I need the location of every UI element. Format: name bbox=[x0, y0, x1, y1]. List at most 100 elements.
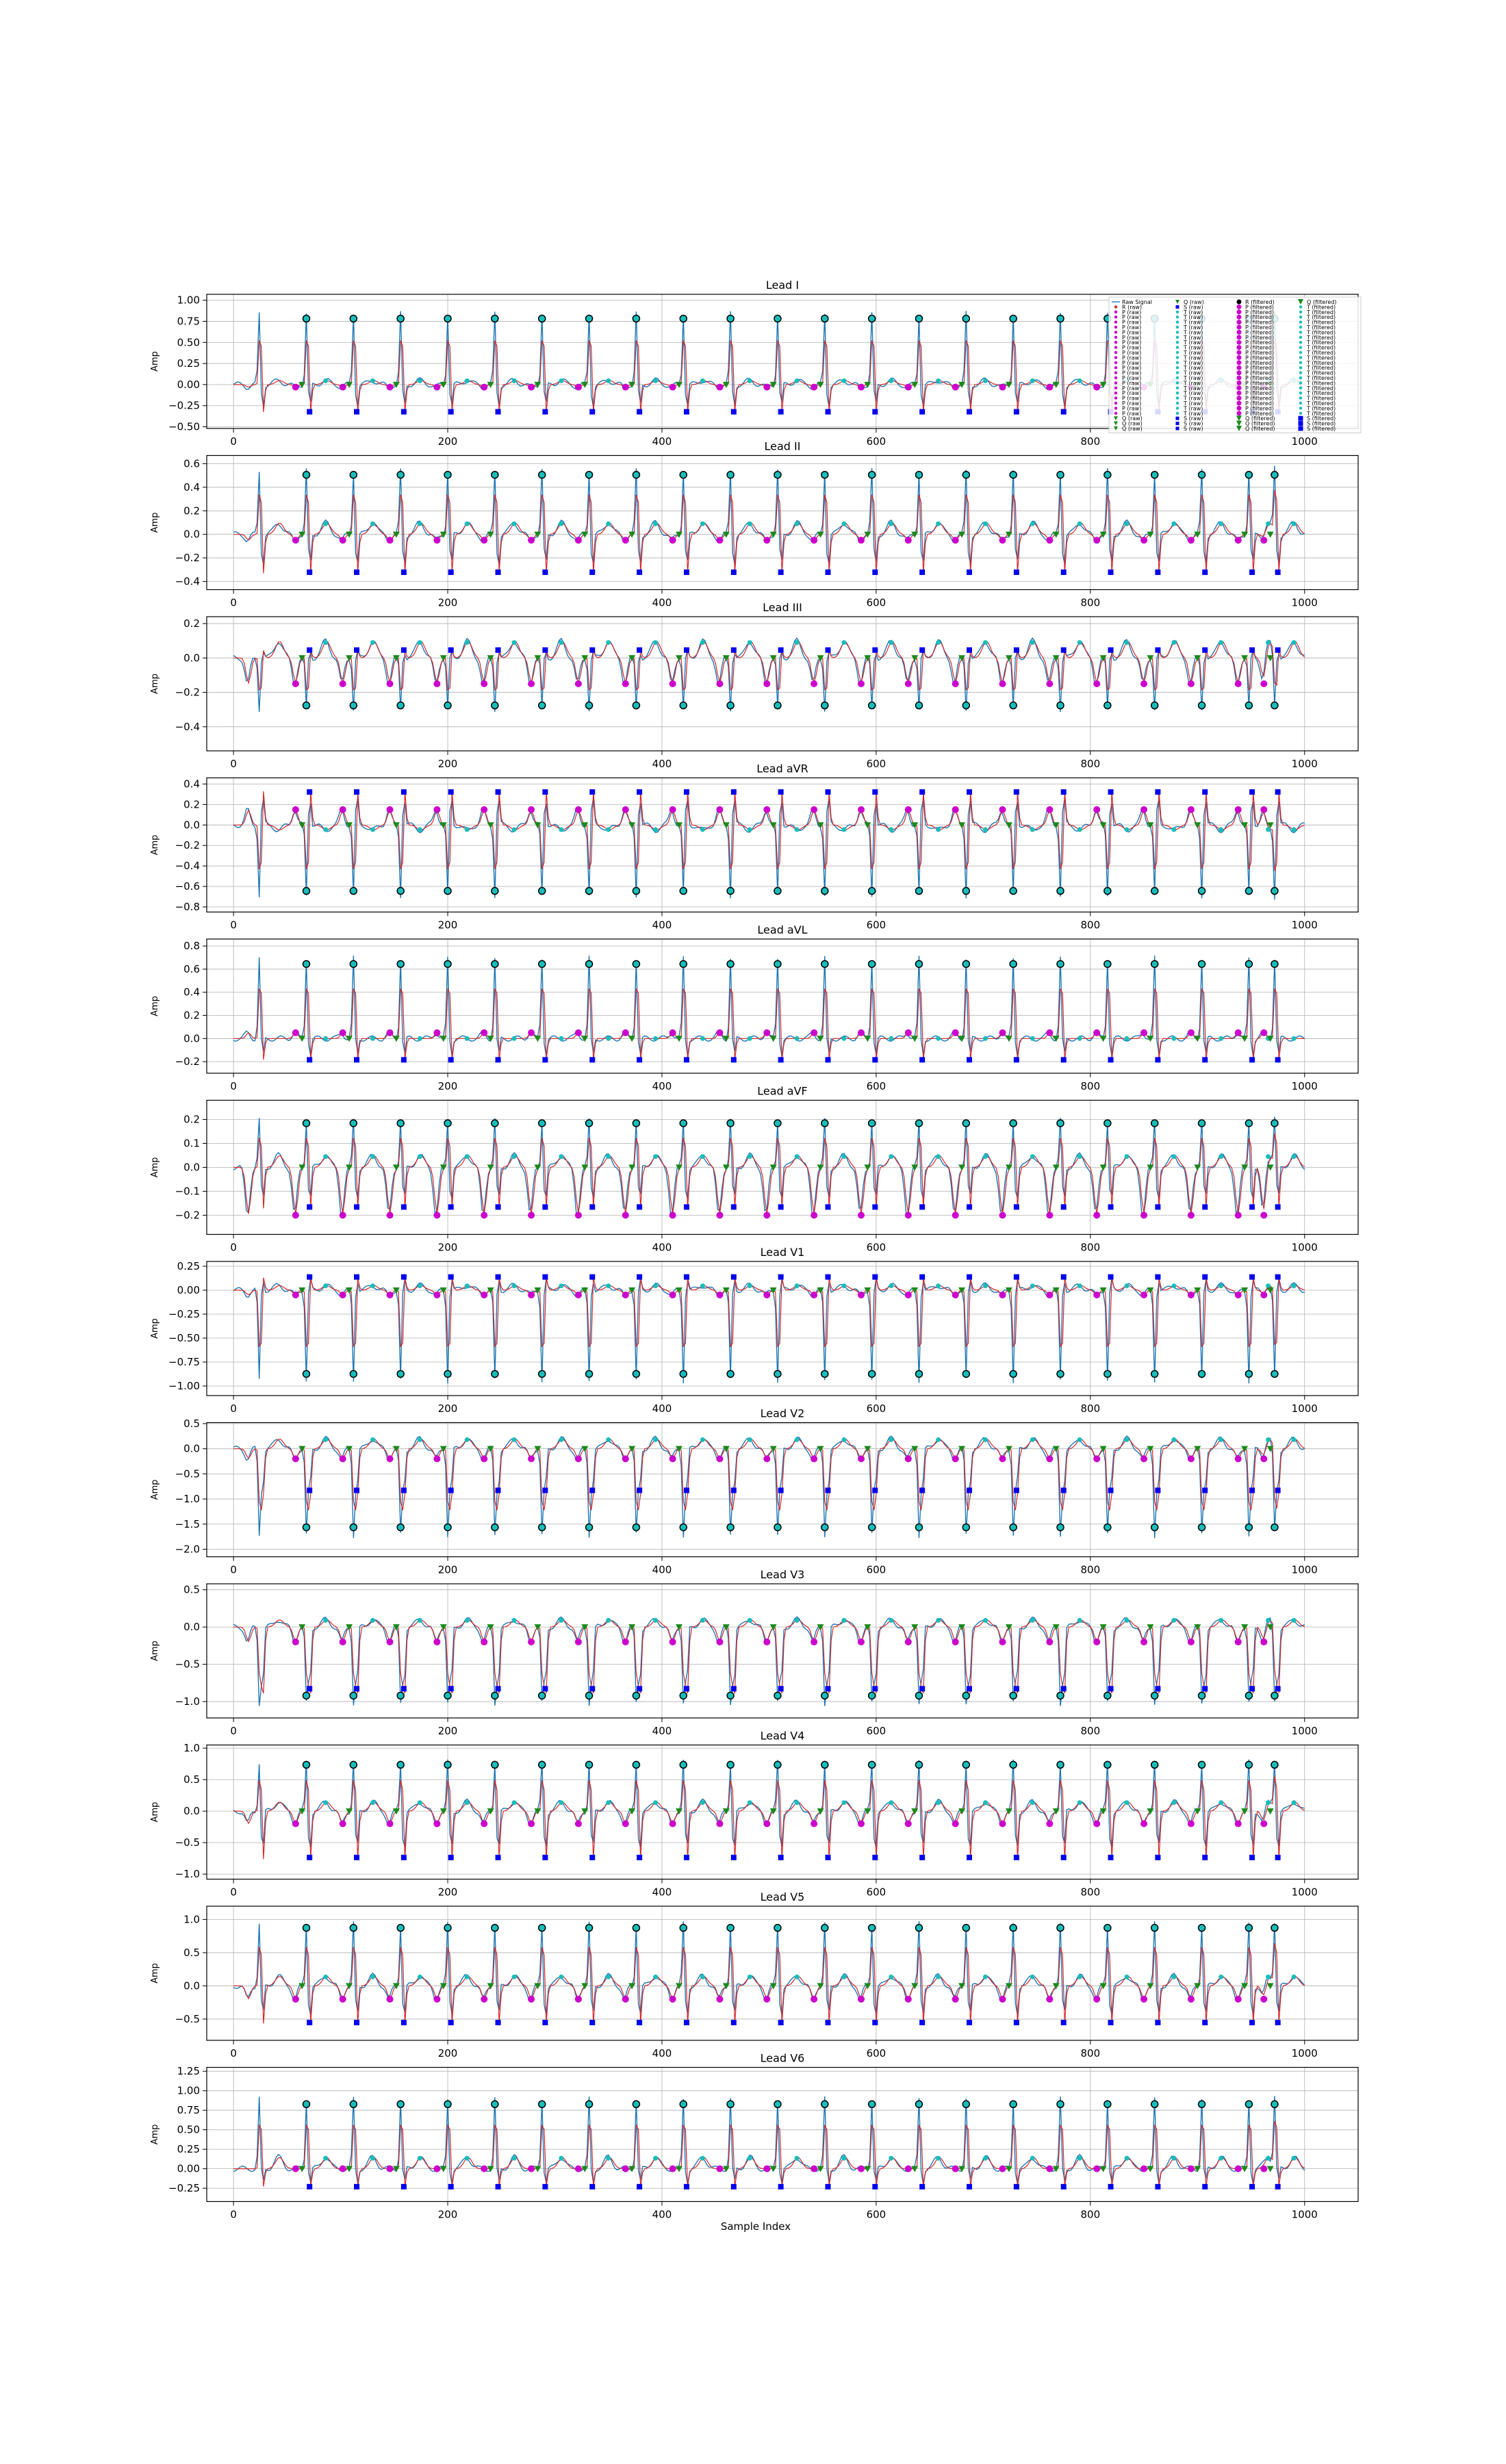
p-wave-marker bbox=[1187, 1029, 1195, 1036]
t-wave-marker bbox=[370, 1974, 376, 1979]
axes-frame bbox=[206, 1583, 1359, 1719]
p-wave-marker bbox=[904, 537, 912, 544]
x-tick-label: 0 bbox=[230, 2209, 237, 2221]
x-tick-label: 800 bbox=[1081, 597, 1101, 609]
s-wave-marker bbox=[1249, 1274, 1255, 1280]
p-wave-marker bbox=[669, 680, 676, 687]
s-wave-marker bbox=[448, 789, 454, 795]
p-wave-marker bbox=[574, 537, 582, 544]
p-wave-marker bbox=[1234, 537, 1242, 544]
q-wave-marker bbox=[958, 531, 966, 538]
q-wave-marker bbox=[722, 531, 730, 538]
r-peak-marker bbox=[349, 470, 358, 479]
s-wave-marker bbox=[495, 1487, 501, 1493]
panel-title: Lead aVL bbox=[757, 923, 807, 936]
legend-marker bbox=[1299, 320, 1303, 324]
legend-entry: T (filtered) bbox=[1306, 375, 1336, 381]
legend-entry: T (raw) bbox=[1183, 385, 1203, 392]
q-wave-marker bbox=[487, 531, 494, 538]
r-peak-marker bbox=[726, 1923, 735, 1932]
t-wave-marker bbox=[417, 640, 422, 645]
q-wave-marker bbox=[817, 531, 824, 538]
x-tick-label: 200 bbox=[438, 1080, 458, 1092]
r-peak-marker bbox=[679, 470, 688, 479]
p-wave-marker bbox=[669, 1820, 676, 1827]
t-wave-marker bbox=[653, 1283, 659, 1289]
x-tick-label: 600 bbox=[867, 435, 886, 448]
x-tick-label: 400 bbox=[652, 2047, 672, 2059]
t-wave-marker bbox=[1291, 1974, 1297, 1979]
x-tick-label: 1000 bbox=[1292, 758, 1318, 770]
q-wave-marker bbox=[1005, 1164, 1012, 1171]
x-tick-label: 1000 bbox=[1292, 2209, 1318, 2221]
p-wave-marker bbox=[622, 1292, 629, 1298]
t-wave-marker bbox=[559, 1437, 564, 1442]
q-wave-marker bbox=[817, 1624, 824, 1631]
t-wave-marker bbox=[1218, 1154, 1224, 1159]
legend-entry: T (raw) bbox=[1183, 320, 1203, 326]
t-wave-marker bbox=[936, 1617, 941, 1623]
legend-entry: Raw Signal bbox=[1122, 299, 1152, 305]
q-wave-marker bbox=[1194, 1624, 1201, 1631]
t-wave-marker bbox=[1030, 640, 1035, 645]
q-wave-marker bbox=[817, 1808, 824, 1815]
r-peak-marker bbox=[915, 470, 923, 479]
q-wave-marker bbox=[864, 1036, 871, 1042]
q-wave-marker bbox=[676, 1624, 683, 1631]
r-peak-marker bbox=[774, 1370, 782, 1378]
p-wave-marker bbox=[386, 1638, 394, 1645]
legend-marker bbox=[1114, 376, 1118, 380]
p-wave-marker bbox=[622, 1820, 629, 1827]
y-tick-label: 0.0 bbox=[183, 1979, 200, 1992]
q-wave-marker bbox=[958, 1624, 966, 1631]
t-wave-marker bbox=[370, 378, 376, 383]
legend-entry: T (raw) bbox=[1183, 339, 1203, 346]
s-wave-marker bbox=[778, 2019, 784, 2025]
p-wave-marker bbox=[386, 2165, 394, 2172]
r-peak-marker bbox=[632, 314, 641, 323]
s-wave-marker bbox=[778, 1854, 784, 1860]
s-wave-marker bbox=[354, 1686, 360, 1692]
legend-entry: T (filtered) bbox=[1306, 365, 1336, 371]
p-wave-marker bbox=[386, 680, 394, 687]
t-wave-marker bbox=[417, 1036, 422, 1041]
r-peak-marker bbox=[302, 960, 311, 968]
q-wave-marker bbox=[958, 2166, 966, 2172]
p-wave-marker bbox=[433, 806, 441, 813]
r-peak-marker bbox=[585, 960, 594, 968]
q-wave-marker bbox=[1266, 1624, 1274, 1631]
q-wave-marker bbox=[392, 1808, 400, 1815]
legend-entry: P (filtered) bbox=[1245, 350, 1274, 356]
p-wave-marker bbox=[1140, 1820, 1148, 1827]
t-wave-marker bbox=[700, 1974, 705, 1979]
s-wave-marker bbox=[542, 1487, 548, 1493]
q-wave-marker bbox=[628, 1446, 636, 1452]
t-wave-marker bbox=[653, 827, 659, 832]
q-wave-marker bbox=[298, 1446, 306, 1452]
q-wave-marker bbox=[676, 1983, 683, 1990]
lead-panels: Lead I1.000.750.500.250.00−0.25−0.50Amp0… bbox=[150, 279, 1362, 2221]
legend-marker bbox=[1236, 385, 1242, 391]
s-wave-marker bbox=[1202, 1057, 1208, 1063]
p-wave-marker bbox=[669, 1292, 676, 1298]
s-wave-marker bbox=[495, 2183, 501, 2190]
s-wave-marker bbox=[1155, 789, 1161, 795]
legend-entry: P (filtered) bbox=[1245, 355, 1274, 361]
y-tick-label: 0.2 bbox=[183, 1114, 200, 1126]
t-wave-marker bbox=[1077, 1800, 1082, 1806]
s-wave-marker bbox=[307, 2019, 313, 2025]
s-wave-marker bbox=[637, 789, 643, 795]
p-wave-marker bbox=[763, 1820, 771, 1827]
r-peak-marker bbox=[537, 1523, 546, 1532]
r-peak-marker bbox=[537, 1691, 546, 1700]
p-wave-marker bbox=[1234, 1211, 1242, 1219]
q-wave-marker bbox=[1052, 531, 1060, 538]
p-wave-marker bbox=[716, 1029, 724, 1036]
s-wave-marker bbox=[400, 1854, 407, 1860]
s-wave-marker bbox=[825, 647, 831, 653]
s-wave-marker bbox=[307, 1854, 313, 1860]
r-peak-marker bbox=[349, 2100, 358, 2109]
r-peak-marker bbox=[1150, 1370, 1159, 1378]
r-peak-marker bbox=[1245, 1523, 1253, 1532]
